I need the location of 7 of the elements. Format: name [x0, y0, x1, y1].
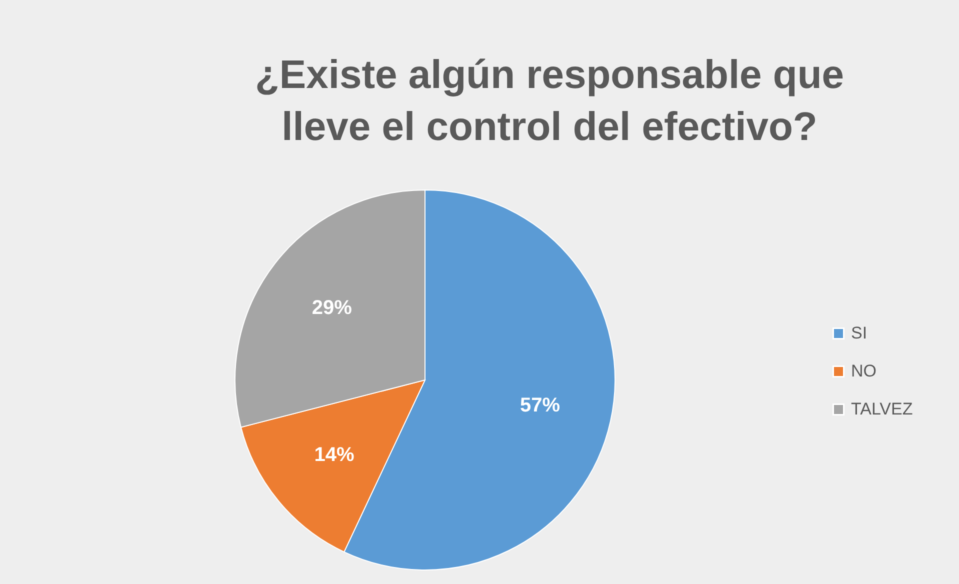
data-label: 57%: [520, 394, 560, 417]
legend-label: TALVEZ: [851, 400, 913, 418]
data-label: 14%: [314, 444, 354, 466]
legend-label: SI: [851, 324, 868, 342]
legend-label: NO: [851, 362, 876, 380]
chart-title: ¿Existe algún responsable que lleve el control del efectivo?: [254, 53, 844, 149]
data-label: 29%: [312, 296, 352, 319]
